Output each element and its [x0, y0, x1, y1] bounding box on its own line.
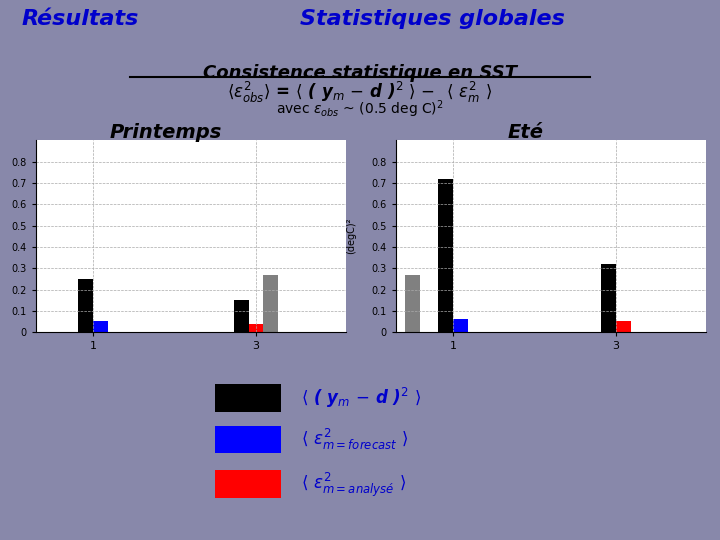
Bar	[264, 274, 278, 332]
Text: Statistiques globales: Statistiques globales	[300, 9, 564, 29]
Bar	[438, 179, 453, 332]
Bar	[215, 384, 281, 411]
Text: Eté: Eté	[508, 123, 544, 142]
Text: $\langle$ $\varepsilon_{m=forecast}^{2}$ $\rangle$: $\langle$ $\varepsilon_{m=forecast}^{2}$…	[301, 427, 408, 452]
Bar	[405, 274, 420, 332]
Bar	[93, 321, 108, 332]
Text: $\langle$ $\varepsilon_{m=analysé}^{2}$ $\rangle$: $\langle$ $\varepsilon_{m=analysé}^{2}$ …	[301, 470, 406, 499]
Text: Consistence statistique en SST: Consistence statistique en SST	[203, 64, 517, 82]
Bar	[215, 470, 281, 498]
Text: Printemps: Printemps	[109, 123, 222, 142]
Text: $\langle\varepsilon_{obs}^{2}\rangle$ = $\langle$ ( y$_m$ $-$ d )$^{2}$ $\rangle: $\langle\varepsilon_{obs}^{2}\rangle$ = …	[228, 80, 492, 105]
Text: $\langle$ ( y$_m$ $-$ d )$^{2}$ $\rangle$: $\langle$ ( y$_m$ $-$ d )$^{2}$ $\rangle…	[301, 386, 421, 410]
Bar	[78, 279, 93, 332]
Bar	[248, 323, 264, 332]
Bar	[601, 264, 616, 332]
Y-axis label: (degC)²: (degC)²	[346, 218, 356, 254]
Text: avec $\varepsilon_{obs}$ ~ (0.5 deg C)$^{2}$: avec $\varepsilon_{obs}$ ~ (0.5 deg C)$^…	[276, 99, 444, 120]
Bar	[453, 319, 468, 332]
Bar	[234, 300, 248, 332]
Text: Résultats: Résultats	[22, 9, 139, 29]
Bar	[215, 426, 281, 453]
Bar	[616, 321, 631, 332]
